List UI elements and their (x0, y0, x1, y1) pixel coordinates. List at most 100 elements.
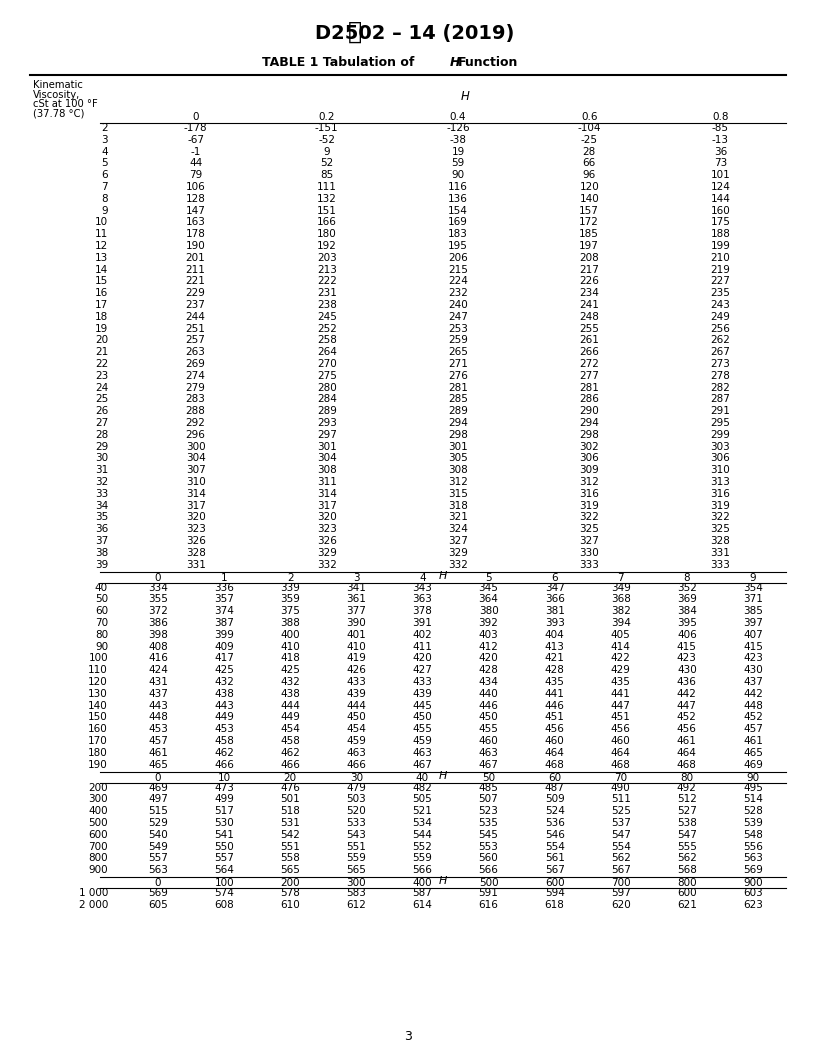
Text: 700: 700 (611, 879, 631, 888)
Text: 247: 247 (448, 312, 468, 322)
Text: 597: 597 (611, 888, 631, 899)
Text: 110: 110 (88, 665, 108, 675)
Text: 298: 298 (579, 430, 599, 439)
Text: 410: 410 (281, 642, 300, 652)
Text: 444: 444 (347, 700, 366, 711)
Text: 549: 549 (149, 842, 168, 851)
Text: 328: 328 (711, 536, 730, 546)
Text: 200: 200 (281, 879, 300, 888)
Text: 559: 559 (347, 853, 366, 864)
Text: -25: -25 (581, 135, 597, 145)
Text: 451: 451 (611, 713, 631, 722)
Text: 515: 515 (149, 806, 168, 816)
Text: 391: 391 (413, 618, 432, 628)
Text: 503: 503 (347, 794, 366, 805)
Text: 252: 252 (317, 323, 337, 334)
Text: 527: 527 (677, 806, 697, 816)
Text: 306: 306 (711, 453, 730, 464)
Text: 96: 96 (583, 170, 596, 181)
Text: 382: 382 (611, 606, 631, 617)
Text: 497: 497 (149, 794, 168, 805)
Text: 251: 251 (186, 323, 206, 334)
Text: 265: 265 (448, 347, 468, 357)
Text: 434: 434 (479, 677, 499, 687)
Text: 34: 34 (95, 501, 108, 511)
Text: -126: -126 (446, 122, 470, 133)
Text: 231: 231 (317, 288, 337, 298)
Text: 85: 85 (320, 170, 334, 181)
Text: 514: 514 (743, 794, 763, 805)
Text: 446: 446 (479, 700, 499, 711)
Text: 466: 466 (215, 759, 234, 770)
Text: 465: 465 (743, 748, 763, 758)
Text: 428: 428 (479, 665, 499, 675)
Text: 314: 314 (317, 489, 337, 498)
Text: 392: 392 (479, 618, 499, 628)
Text: 120: 120 (88, 677, 108, 687)
Text: 266: 266 (579, 347, 599, 357)
Text: 390: 390 (347, 618, 366, 628)
Text: 463: 463 (413, 748, 432, 758)
Text: 248: 248 (579, 312, 599, 322)
Text: 318: 318 (448, 501, 468, 511)
Text: 1: 1 (221, 572, 228, 583)
Text: 435: 435 (545, 677, 565, 687)
Text: 319: 319 (579, 501, 599, 511)
Text: 557: 557 (215, 853, 234, 864)
Text: 26: 26 (95, 407, 108, 416)
Text: 450: 450 (413, 713, 432, 722)
Text: 468: 468 (677, 759, 697, 770)
Text: 180: 180 (88, 748, 108, 758)
Text: 430: 430 (743, 665, 763, 675)
Text: 327: 327 (448, 536, 468, 546)
Text: 232: 232 (448, 288, 468, 298)
Text: 499: 499 (215, 794, 234, 805)
Text: Function: Function (458, 56, 518, 69)
Text: 111: 111 (317, 182, 337, 192)
Text: 551: 551 (281, 842, 300, 851)
Text: 560: 560 (479, 853, 499, 864)
Text: 106: 106 (186, 182, 206, 192)
Text: 70: 70 (614, 773, 628, 782)
Text: 359: 359 (281, 595, 300, 604)
Text: 237: 237 (186, 300, 206, 310)
Text: 621: 621 (677, 900, 697, 910)
Text: 303: 303 (711, 441, 730, 452)
Text: 300: 300 (347, 879, 366, 888)
Text: 398: 398 (149, 629, 168, 640)
Text: 605: 605 (149, 900, 168, 910)
Text: 2: 2 (287, 572, 294, 583)
Text: 544: 544 (413, 830, 432, 840)
Text: 313: 313 (711, 477, 730, 487)
Text: 0.2: 0.2 (318, 112, 335, 122)
Text: 306: 306 (579, 453, 599, 464)
Text: 8: 8 (684, 572, 690, 583)
Text: D2502 – 14 (2019): D2502 – 14 (2019) (315, 23, 515, 42)
Text: 423: 423 (677, 654, 697, 663)
Text: 210: 210 (711, 252, 730, 263)
Text: 403: 403 (479, 629, 499, 640)
Text: 320: 320 (186, 512, 206, 523)
Text: 327: 327 (579, 536, 599, 546)
Text: 52: 52 (320, 158, 334, 168)
Text: 463: 463 (347, 748, 366, 758)
Text: 420: 420 (479, 654, 499, 663)
Text: 190: 190 (186, 241, 206, 251)
Text: 449: 449 (215, 713, 234, 722)
Text: 330: 330 (579, 548, 599, 558)
Text: 180: 180 (317, 229, 337, 240)
Text: 530: 530 (215, 818, 234, 828)
Text: 178: 178 (186, 229, 206, 240)
Text: 36: 36 (714, 147, 727, 156)
Text: 536: 536 (545, 818, 565, 828)
Text: 454: 454 (347, 724, 366, 734)
Text: 557: 557 (149, 853, 168, 864)
Text: 172: 172 (579, 218, 599, 227)
Text: 408: 408 (149, 642, 168, 652)
Text: 60: 60 (95, 606, 108, 617)
Text: 433: 433 (413, 677, 432, 687)
Text: 412: 412 (479, 642, 499, 652)
Text: 517: 517 (215, 806, 234, 816)
Text: 253: 253 (448, 323, 468, 334)
Text: 213: 213 (317, 265, 337, 275)
